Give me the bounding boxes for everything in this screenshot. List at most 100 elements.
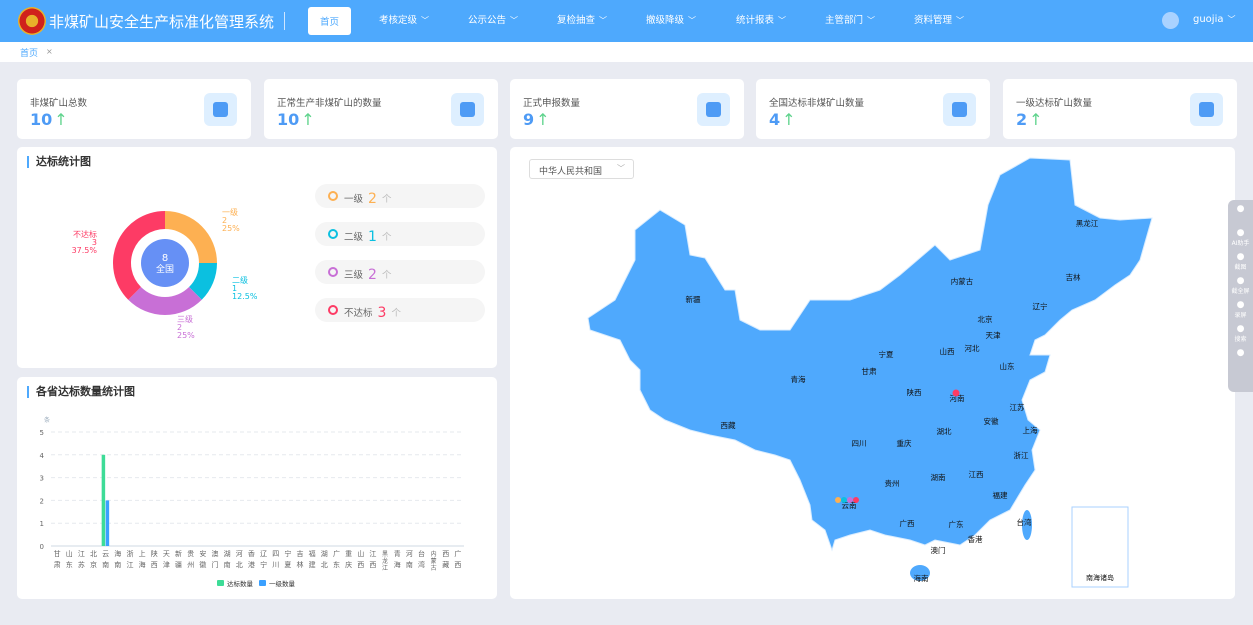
tool-button-1[interactable]: ● AI助手 <box>1228 224 1253 248</box>
province-label: 贵州 <box>885 478 900 488</box>
center-circle <box>141 239 189 287</box>
province-label: 上海 <box>1023 425 1039 435</box>
legend-unit: 个 <box>381 232 392 243</box>
nav-label: 考核定级 <box>379 15 418 26</box>
user-menu[interactable]: guojia ﹀ <box>1193 14 1236 25</box>
slice-label: 1 <box>232 284 237 293</box>
hainan-island <box>910 565 930 581</box>
nav-item-2[interactable]: 公示公告 ﹀ <box>468 12 518 26</box>
x-tick-label: 山 <box>357 549 364 558</box>
region-select-value: 中华人民共和国 <box>539 167 603 177</box>
stat-value: 10 ↑ <box>30 110 68 129</box>
x-tick-label: 湖 <box>224 549 231 558</box>
province-label: 西藏 <box>721 420 736 430</box>
region-select[interactable]: 中华人民共和国 ﹀ <box>529 159 634 179</box>
tool-button-4[interactable]: ● 录屏 <box>1228 296 1253 320</box>
tool-icon: ● <box>1236 276 1245 286</box>
province-label: 山东 <box>1000 361 1015 371</box>
nav-item-0[interactable]: 首页 <box>308 7 352 35</box>
chevron-down-icon: ﹀ <box>421 16 430 25</box>
ring-icon <box>328 229 338 239</box>
y-tick-label: 3 <box>40 475 44 483</box>
legend-label: 达标数量 <box>227 579 254 588</box>
province-label: 河南 <box>950 393 965 403</box>
china-mainland <box>587 157 1153 552</box>
taiwan-island <box>1022 510 1032 540</box>
legend-swatch <box>259 580 266 586</box>
nav-item-7[interactable]: 资料管理 ﹀ <box>914 12 964 26</box>
tool-button-5[interactable]: ● 搜索 <box>1228 320 1253 344</box>
stat-value: 4 ↑ <box>769 110 796 129</box>
nav-label: 首页 <box>320 17 340 28</box>
x-tick-label: 澳 <box>211 549 218 558</box>
tool-button-3[interactable]: ● 截全屏 <box>1228 272 1253 296</box>
stat-card: 正式申报数量 9 ↑ <box>510 79 744 139</box>
province-label: 广东 <box>949 519 964 529</box>
province-label: 吉林 <box>1066 272 1082 282</box>
y-axis-unit: 条 <box>44 416 50 424</box>
slice-label: 37.5% <box>72 246 98 255</box>
x-tick-label: 南 <box>102 560 109 569</box>
stat-number: 9 <box>523 110 535 129</box>
bar-达标数量 <box>101 454 106 546</box>
tab-home[interactable]: 首页 <box>20 49 39 59</box>
nav-item-4[interactable]: 撤级降级 ﹀ <box>646 12 696 26</box>
province-label: 新疆 <box>686 294 701 304</box>
slice-label: 三级 <box>177 314 193 324</box>
x-tick-label: 台 <box>418 549 425 558</box>
province-label: 海南 <box>914 573 929 583</box>
tool-label: 录屏 <box>1234 312 1247 319</box>
x-tick-label: 苏 <box>78 560 85 569</box>
province-label: 辽宁 <box>1033 301 1048 311</box>
tool-button-2[interactable]: ● 截图 <box>1228 248 1253 272</box>
y-tick-label: 2 <box>40 497 44 505</box>
close-tab-icon[interactable]: × <box>46 47 53 56</box>
floating-toolbar: ● ● AI助手 ● 截图 ● 截全屏 ● 录屏 ● 搜索 ● <box>1228 200 1253 392</box>
legend-count: 3 <box>377 305 387 321</box>
nav-label: 主管部门 <box>825 15 864 26</box>
x-tick-label: 港 <box>248 560 255 569</box>
tool-button-6[interactable]: ● <box>1228 344 1253 368</box>
user-avatar[interactable] <box>1162 12 1179 29</box>
inset-label: 南海诸岛 <box>1086 573 1114 582</box>
legend-name: 一级 <box>344 194 364 205</box>
chevron-down-icon: ﹀ <box>617 164 625 173</box>
x-tick-label: 广 <box>333 549 340 558</box>
x-tick-label: 广 <box>454 549 461 558</box>
legend-label: 一级数量 <box>269 579 296 588</box>
x-tick-label: 古 <box>431 564 437 572</box>
x-tick-label: 南 <box>114 560 121 569</box>
legend-unit: 个 <box>381 270 392 281</box>
province-label: 黑龙江 <box>1076 218 1099 228</box>
donut-slice-三级 <box>128 287 202 315</box>
nav-item-1[interactable]: 考核定级 ﹀ <box>379 12 429 26</box>
chevron-down-icon: ﹀ <box>1227 15 1236 24</box>
province-label: 内蒙古 <box>951 276 974 286</box>
stat-label: 正式申报数量 <box>523 98 581 109</box>
tool-button-0[interactable]: ● <box>1228 200 1253 224</box>
donut-slice-二级 <box>189 263 217 300</box>
arrow-up-icon: ↑ <box>536 110 550 129</box>
bar-一级数量 <box>105 500 110 546</box>
x-tick-label: 北 <box>90 550 97 558</box>
slice-label: 12.5% <box>232 292 258 301</box>
slice-label: 不达标 <box>73 229 97 239</box>
nav-item-5[interactable]: 统计报表 ﹀ <box>736 12 786 26</box>
donut-slice-不达标 <box>113 211 165 300</box>
nav-item-3[interactable]: 复检抽查 ﹀ <box>557 12 607 26</box>
stat-card: 非煤矿山总数 10 ↑ <box>17 79 251 139</box>
province-label: 湖南 <box>931 472 946 482</box>
legend-count: 2 <box>368 191 377 207</box>
chevron-down-icon: ﹀ <box>510 16 519 25</box>
legend-text: 不达标 3 个 <box>344 304 401 321</box>
stat-number: 10 <box>277 110 300 129</box>
legend-text: 二级 1 个 <box>344 228 392 245</box>
nav-item-6[interactable]: 主管部门 ﹀ <box>825 12 875 26</box>
legend-name: 不达标 <box>344 308 373 319</box>
arrow-up-icon: ↑ <box>1029 110 1043 129</box>
province-label: 安徽 <box>984 416 999 426</box>
tool-label: 截全屏 <box>1231 288 1250 295</box>
x-tick-label: 江 <box>382 565 388 572</box>
x-tick-label: 辽 <box>260 550 267 558</box>
